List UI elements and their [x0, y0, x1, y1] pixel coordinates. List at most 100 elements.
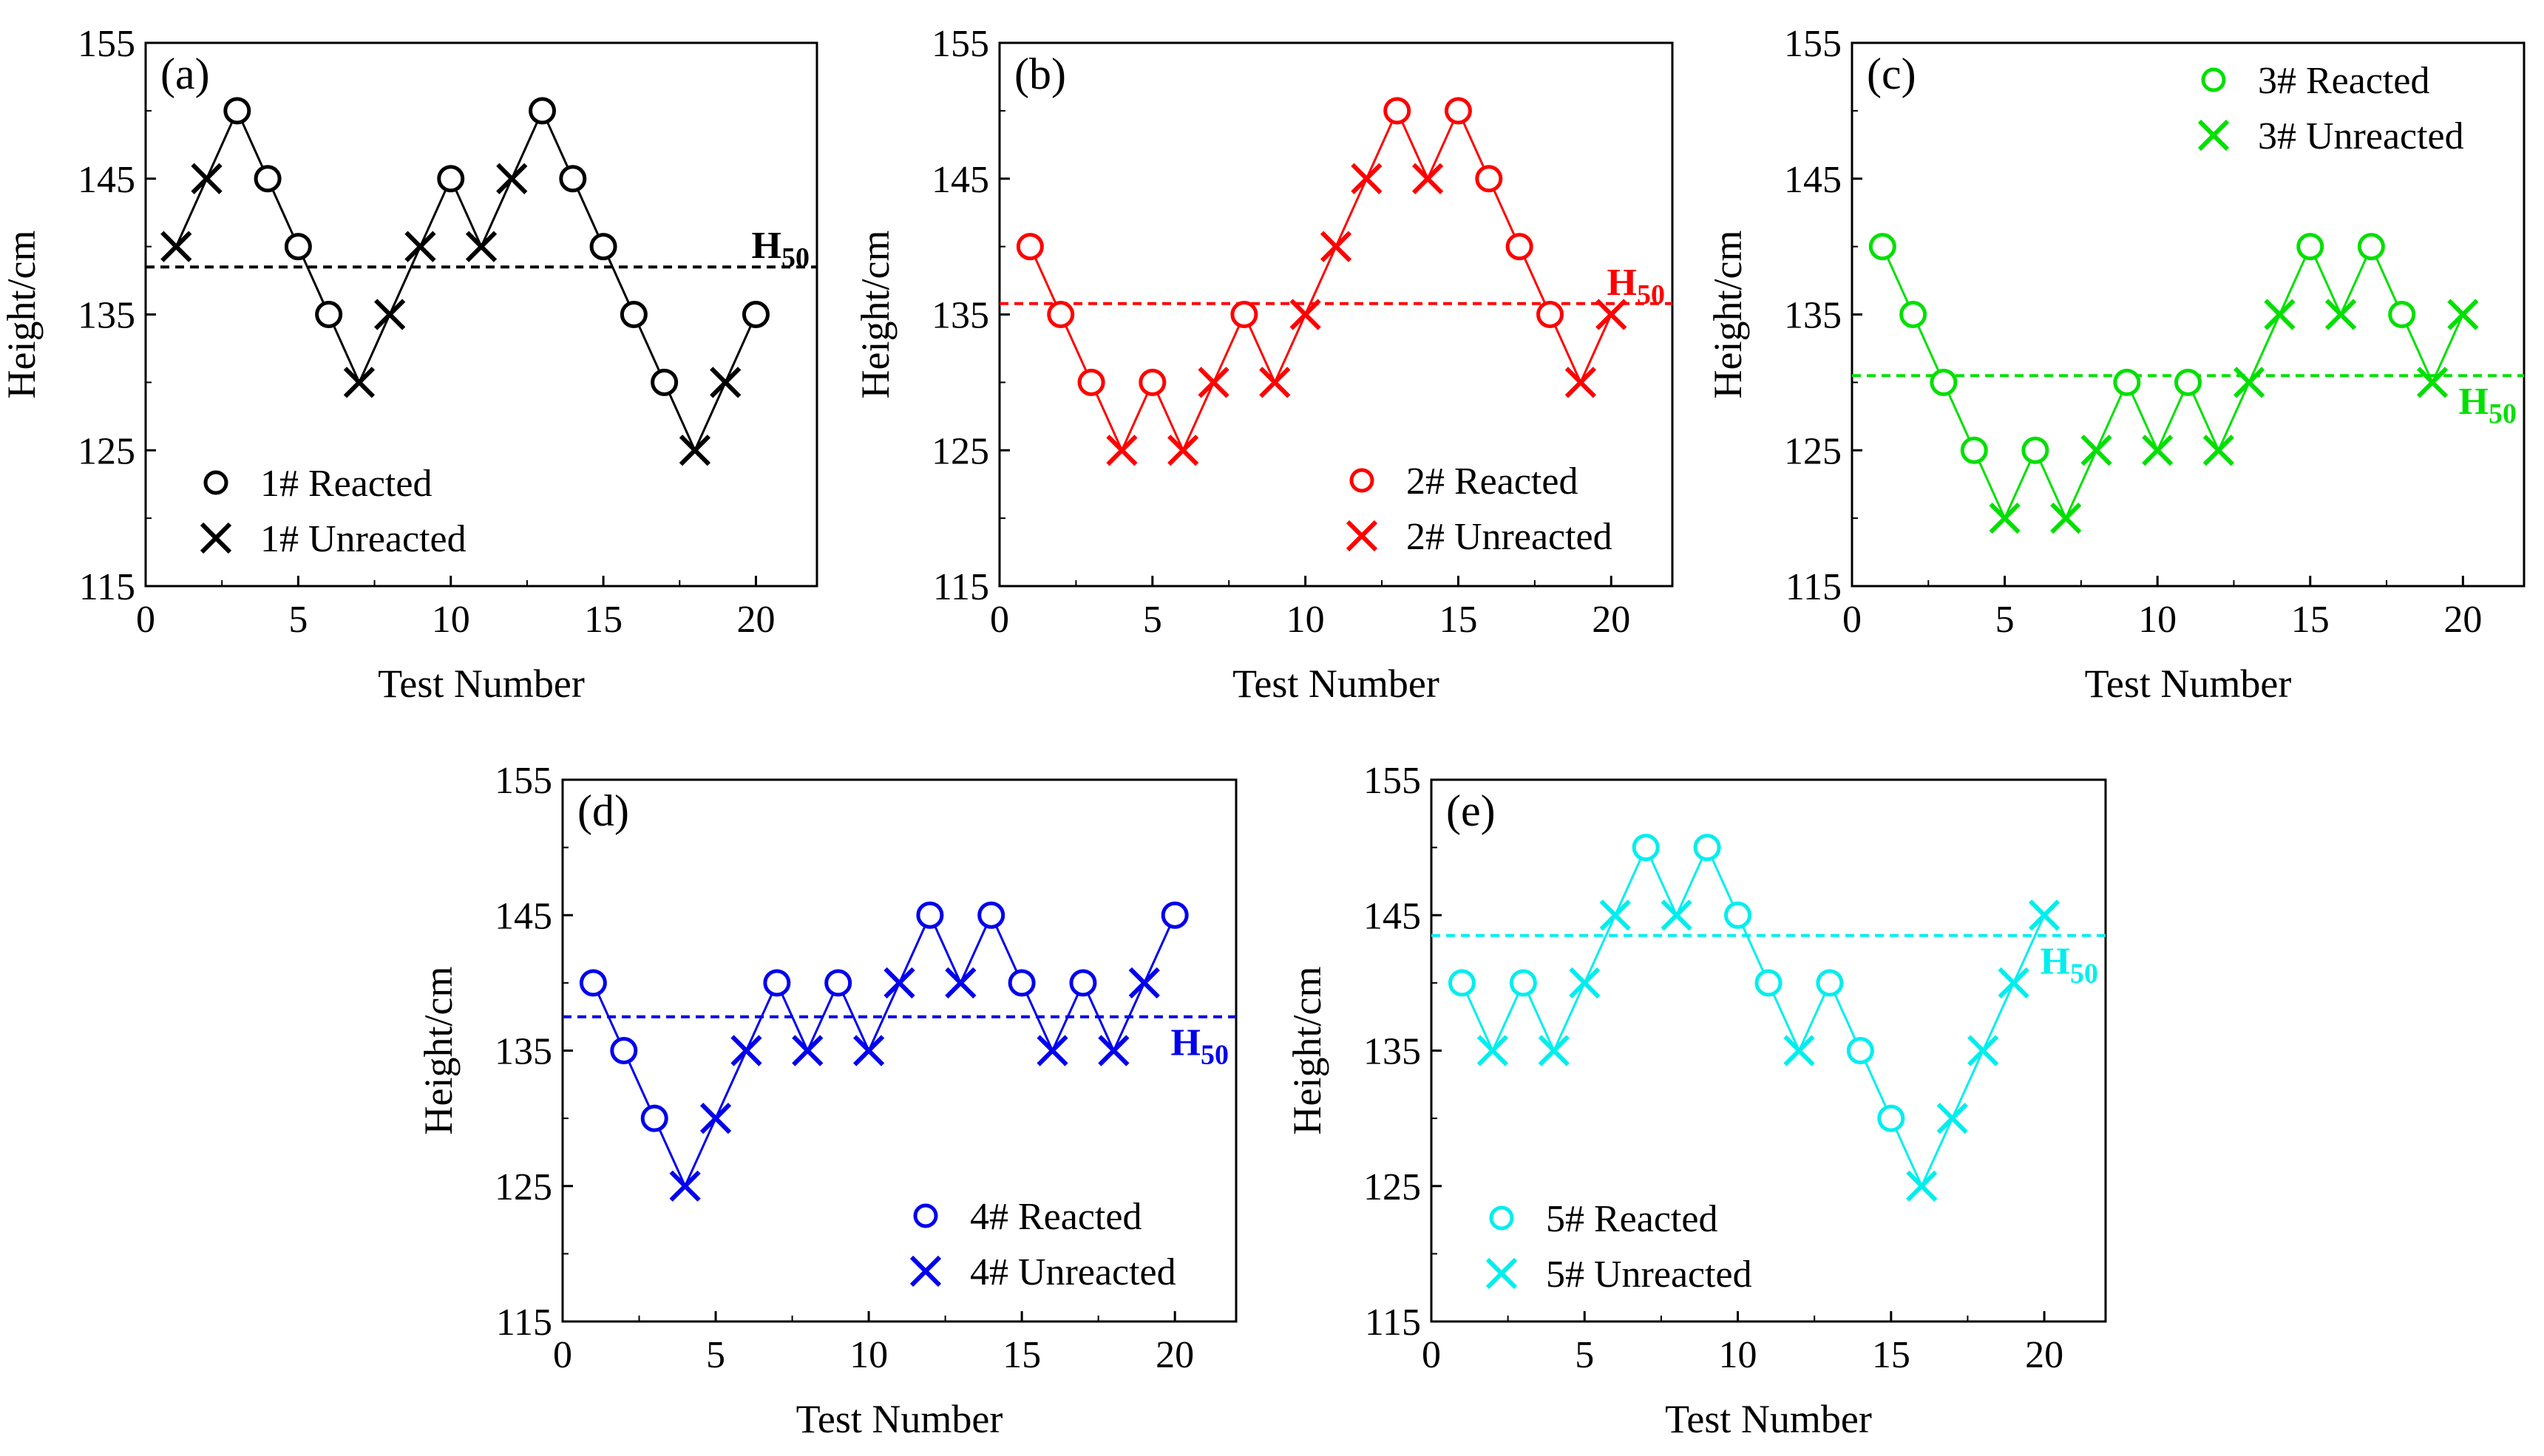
- x-tick-label: 15: [1003, 1334, 1041, 1376]
- unreacted-point: [2447, 299, 2479, 330]
- cross-stroke: [1106, 435, 1138, 466]
- cross-stroke: [1259, 367, 1291, 398]
- cross-stroke: [1411, 163, 1444, 194]
- legend-unreacted-marker: [909, 1255, 942, 1287]
- cross-stroke: [1037, 1035, 1068, 1067]
- reacted-point: [2113, 368, 2141, 396]
- unreacted-point: [852, 1035, 885, 1067]
- x-tick-label: 20: [2025, 1334, 2063, 1376]
- panel-label: (b): [1014, 50, 1066, 98]
- reacted-point: [2357, 233, 2385, 261]
- x-tick-label: 20: [1156, 1334, 1194, 1376]
- cross-stroke: [1998, 967, 2029, 999]
- legend-unreacted-label: 3# Unreacted: [2258, 115, 2464, 157]
- plot-frame: [144, 41, 818, 588]
- cross-stroke: [1564, 367, 1597, 398]
- y-tick-label: 145: [932, 159, 989, 201]
- cross-stroke: [945, 967, 977, 999]
- reacted-point: [1047, 301, 1075, 328]
- y-tick-label: 135: [495, 1031, 552, 1073]
- reacted-point: [1475, 165, 1503, 193]
- reacted-point: [763, 969, 791, 997]
- x-tick-label: 5: [288, 599, 308, 641]
- legend-unreacted-label: 1# Unreacted: [260, 518, 467, 560]
- unreacted-point: [2264, 299, 2296, 330]
- cross-stroke: [2233, 367, 2265, 398]
- x-tick-label: 0: [1842, 599, 1862, 641]
- cross-stroke: [496, 163, 528, 194]
- cross-stroke: [2050, 503, 2082, 534]
- unreacted-point: [1320, 231, 1352, 262]
- x-tick-label: 10: [432, 599, 470, 641]
- x-tick-label: 20: [1592, 599, 1630, 641]
- y-tick-label: 125: [78, 430, 135, 472]
- x-tick-label: 0: [990, 599, 1009, 641]
- unreacted-point: [191, 163, 223, 194]
- reacted-point: [610, 1037, 638, 1064]
- reacted-point: [1693, 834, 1721, 862]
- reacted-point: [1930, 368, 1958, 396]
- y-tick-label: 115: [1785, 566, 1842, 608]
- cross-stroke: [792, 1035, 824, 1067]
- unreacted-point: [2233, 367, 2265, 398]
- reacted-point: [2174, 368, 2202, 396]
- reacted-point: [1230, 301, 1258, 328]
- legend-reacted-marker: [1489, 1205, 1514, 1231]
- legend-unreacted-marker: [200, 522, 232, 554]
- unreacted-point: [160, 231, 192, 262]
- reacted-point: [1139, 368, 1167, 396]
- unreacted-point: [1259, 367, 1291, 398]
- y-tick-label: 155: [932, 23, 989, 65]
- reacted-point: [742, 301, 770, 328]
- reacted-point: [916, 901, 944, 929]
- unreacted-point: [1967, 1035, 1999, 1067]
- legend-reacted-label: 2# Reacted: [1406, 460, 1578, 503]
- unreacted-point: [1476, 1035, 1509, 1067]
- reacted-point: [977, 901, 1005, 929]
- legend-reacted-marker: [203, 470, 228, 495]
- cross-stroke: [1595, 299, 1627, 330]
- reacted-point: [1724, 901, 1752, 929]
- reacted-point: [529, 97, 557, 125]
- y-tick-label: 135: [932, 295, 989, 337]
- cross-stroke: [710, 367, 742, 398]
- reacted-point: [651, 368, 679, 396]
- reacted-point: [1846, 1037, 1874, 1064]
- reacted-point: [1632, 834, 1660, 862]
- chart-panel-2: 0 5 10 15 20 115 125 135 145 155 Test Number Height…: [853, 23, 1674, 706]
- legend-unreacted-marker: [2197, 119, 2230, 152]
- series-line: [592, 912, 1176, 1189]
- cross-stroke: [2028, 899, 2060, 931]
- h50-label: H50: [2041, 941, 2098, 990]
- chart-panel-3: 0 5 10 15 20 115 125 135 145 155 Test Number Height…: [1706, 23, 2526, 706]
- reacted-point: [620, 301, 648, 328]
- reacted-point: [579, 969, 607, 997]
- y-tick-label: 115: [496, 1302, 552, 1344]
- y-tick-label: 115: [79, 566, 135, 608]
- unreacted-point: [1906, 1170, 1938, 1202]
- cross-stroke: [1476, 1035, 1509, 1067]
- reacted-point: [824, 969, 852, 997]
- y-axis-label: Height/cm: [416, 967, 461, 1135]
- legend-reacted-label: 1# Reacted: [260, 463, 432, 505]
- cross-stroke: [343, 367, 376, 398]
- unreacted-point: [496, 163, 528, 194]
- x-tick-label: 5: [1143, 599, 1162, 641]
- unreacted-point: [1098, 1035, 1130, 1067]
- x-tick-label: 5: [1575, 1334, 1594, 1376]
- cross-stroke: [2080, 435, 2112, 466]
- y-tick-label: 145: [78, 159, 135, 201]
- reacted-point: [1444, 97, 1472, 125]
- x-tick-label: 20: [2443, 599, 2482, 641]
- reacted-point: [640, 1104, 668, 1132]
- legend-unreacted-label: 4# Unreacted: [970, 1251, 1176, 1293]
- unreacted-point: [1599, 899, 1631, 931]
- unreacted-point: [1037, 1035, 1068, 1067]
- unreacted-point: [1167, 435, 1199, 466]
- unreacted-point: [710, 367, 742, 398]
- legend-unreacted-label: 5# Unreacted: [1546, 1253, 1752, 1296]
- reacted-point: [1448, 969, 1476, 997]
- cross-stroke: [2447, 299, 2479, 330]
- y-tick-label: 125: [1784, 430, 1842, 472]
- unreacted-point: [1936, 1103, 1968, 1134]
